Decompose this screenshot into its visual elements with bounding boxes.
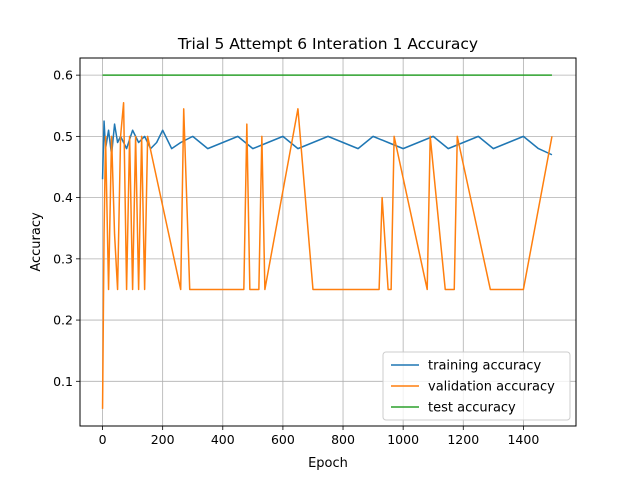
- x-tick-label: 200: [151, 432, 175, 447]
- legend-box: [382, 351, 571, 421]
- series-group: [101, 74, 553, 409]
- x-axis: 0 200 400 600 800 1000 1200 1400: [99, 426, 539, 447]
- y-tick-label: 0.1: [53, 374, 73, 389]
- y-tick-label: 0.6: [53, 68, 73, 83]
- x-tick-label: 1400: [507, 432, 539, 447]
- legend-label: training accuracy: [428, 359, 541, 374]
- x-tick-label: 0: [99, 432, 107, 447]
- y-tick-label: 0.3: [53, 251, 73, 266]
- x-tick-label: 1000: [387, 432, 419, 447]
- y-axis-label: Accuracy: [29, 212, 44, 272]
- chart-title: Trial 5 Attempt 6 Interation 1 Accuracy: [177, 35, 478, 53]
- series-line-validation-accuracy: [101, 101, 553, 409]
- legend-label: test accuracy: [428, 401, 516, 416]
- y-tick-label: 0.2: [53, 313, 73, 328]
- y-tick-label: 0.5: [53, 129, 73, 144]
- x-tick-label: 800: [331, 432, 355, 447]
- y-tick-label: 0.4: [53, 190, 73, 205]
- legend-label: validation accuracy: [428, 380, 555, 395]
- x-tick-label: 600: [271, 432, 295, 447]
- x-axis-label: Epoch: [308, 456, 348, 471]
- x-tick-label: 1200: [447, 432, 479, 447]
- plot-frame: [79, 57, 577, 427]
- y-axis: 0.1 0.2 0.3 0.4 0.5 0.6: [53, 68, 80, 389]
- x-tick-label: 400: [211, 432, 235, 447]
- legend: training accuracy validation accuracy test…: [382, 351, 571, 421]
